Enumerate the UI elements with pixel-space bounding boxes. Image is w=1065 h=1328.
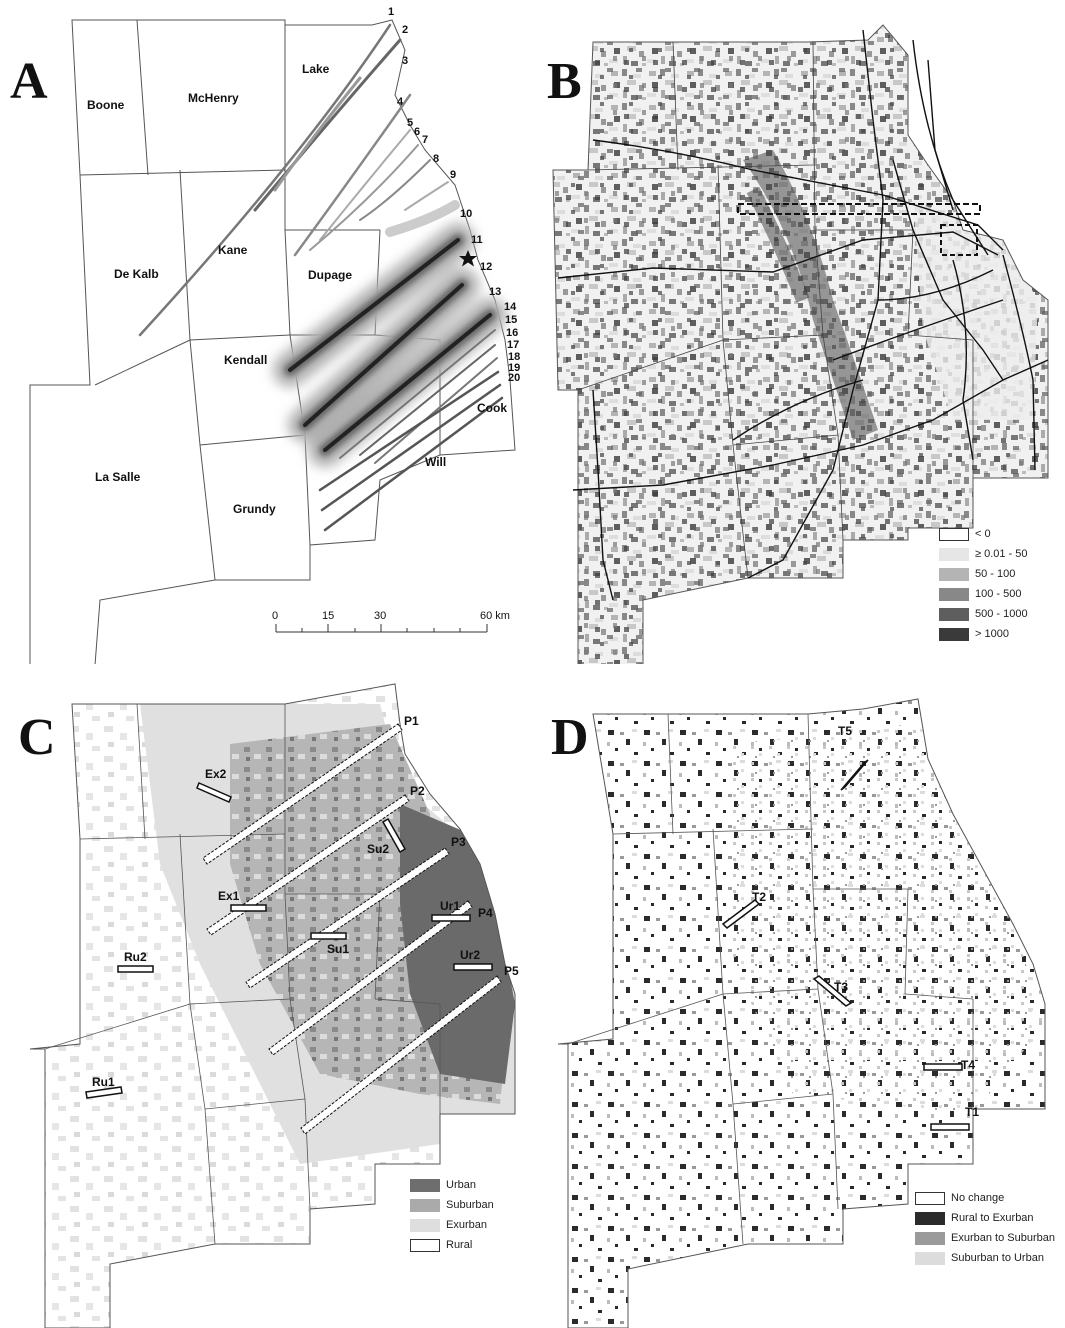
- legend-swatch: [939, 608, 969, 621]
- legend-swatch: [410, 1179, 440, 1192]
- site-label: T1: [965, 1105, 980, 1119]
- transect-number: 17: [507, 339, 520, 351]
- transect-number: 16: [506, 327, 519, 339]
- transect-number: 18: [508, 351, 521, 363]
- transect-number: 6: [414, 126, 421, 138]
- county-label: Will: [425, 455, 447, 469]
- land-change-svg: [557, 698, 1046, 1328]
- site-label: T3: [834, 980, 849, 994]
- site-label: T2: [752, 890, 767, 904]
- transect-number: 14: [504, 301, 517, 313]
- site-label: Su1: [327, 942, 350, 956]
- county-label: Kendall: [224, 353, 268, 367]
- land-change-legend: No change Rural to Exurban Exurban to Su…: [915, 1191, 1065, 1271]
- scale-label: 15: [322, 610, 335, 622]
- county-label: Dupage: [308, 268, 353, 282]
- transect-number: 11: [471, 234, 483, 246]
- population-change-legend: < 0 ≥ 0.01 - 50 50 - 100 100 - 500 500 -…: [939, 527, 1065, 647]
- county-label: Boone: [87, 98, 125, 112]
- dashed-transect-band: [737, 203, 981, 215]
- county-label: Lake: [302, 62, 330, 76]
- county-label: McHenry: [188, 91, 239, 105]
- legend-swatch: [410, 1199, 440, 1212]
- legend-swatch: [939, 628, 969, 641]
- transect-number: 19: [508, 362, 521, 374]
- study-sites: [85, 782, 493, 1099]
- site-label: Ru2: [124, 950, 147, 964]
- transect-number: 12: [480, 261, 493, 273]
- county-label: La Salle: [95, 470, 141, 484]
- county-boundaries: [567, 713, 974, 1245]
- transect-number: 4: [397, 96, 404, 108]
- panel-label: D: [551, 709, 589, 766]
- highway-network: [557, 29, 1049, 601]
- transect-bars: [202, 723, 502, 1135]
- site-label: Ex2: [205, 767, 227, 781]
- county-label: Kane: [218, 243, 248, 257]
- population-change-svg: [552, 24, 1049, 664]
- transect-number: 9: [450, 169, 457, 181]
- transect-label-p3: P3: [451, 835, 466, 849]
- transect-label-p1: P1: [404, 714, 419, 728]
- county-label: De Kalb: [114, 267, 159, 281]
- transect-number: 20: [508, 372, 521, 384]
- site-label: Ur2: [460, 948, 481, 962]
- site-label: Ru1: [92, 1075, 115, 1089]
- legend-swatch: [410, 1239, 440, 1252]
- transect-number: 15: [505, 314, 518, 326]
- panel-d-land-change-map: D T5 T2 T3 T4 T1 No change Rural to Exur…: [533, 664, 1065, 1328]
- legend-swatch: [939, 568, 969, 581]
- legend-swatch: [915, 1232, 945, 1245]
- transect-label-p2: P2: [410, 784, 425, 798]
- legend-swatch: [915, 1192, 945, 1205]
- panel-c-urbanization-map: C P1 P2 P3 P4 P5 Ex2 Su2 Ex1 Ur1 Su1 Ru2…: [0, 664, 532, 1328]
- transect-number: 3: [402, 55, 409, 67]
- scale-label: 30: [374, 610, 387, 622]
- county-map-svg: [29, 19, 516, 664]
- county-label: Cook: [477, 401, 507, 415]
- transect-label-p4: P4: [478, 906, 493, 920]
- panel-label: A: [10, 53, 48, 110]
- legend-swatch: [939, 548, 969, 561]
- site-label: Ur1: [440, 899, 461, 913]
- panel-label: C: [18, 709, 56, 766]
- panel-a-county-map: A Boone McHenry Lake De Kalb Kane Dupage…: [0, 0, 532, 664]
- legend-swatch: [939, 528, 969, 541]
- scale-label: 0: [272, 610, 279, 622]
- star-icon: [459, 250, 477, 267]
- south-transect-lines: [318, 329, 504, 532]
- site-label: Su2: [367, 842, 390, 856]
- transect-number: 1: [388, 6, 395, 18]
- transect-label-p5: P5: [504, 964, 519, 978]
- county-boundaries: [577, 41, 974, 579]
- transect-number: 13: [489, 286, 502, 298]
- site-label: Ex1: [218, 889, 240, 903]
- site-label: T4: [961, 1058, 976, 1072]
- county-label: Grundy: [233, 502, 276, 516]
- transect-number: 2: [402, 24, 409, 36]
- panel-b-population-change-map: B < 0 ≥ 0.01 - 50 50 - 100 100 - 500 500…: [533, 0, 1065, 664]
- urbanization-svg: [29, 683, 516, 1328]
- transect-number: 7: [422, 134, 429, 146]
- site-label: T5: [838, 724, 853, 738]
- scale-label: 60 km: [480, 610, 510, 622]
- scale-bar: [275, 624, 488, 633]
- legend-swatch: [915, 1212, 945, 1225]
- urbanization-legend: Urban Suburban Exurban Rural: [410, 1178, 530, 1258]
- transect-number: 5: [407, 117, 414, 129]
- dashed-study-square: [940, 224, 978, 256]
- transect-sites: [721, 759, 970, 1131]
- legend-swatch: [939, 588, 969, 601]
- legend-swatch: [915, 1252, 945, 1265]
- north-transect-lines: [138, 23, 460, 337]
- legend-swatch: [410, 1219, 440, 1232]
- county-boundaries: [44, 703, 441, 1245]
- transect-number: 10: [460, 208, 473, 220]
- transect-number: 8: [433, 153, 440, 165]
- urbanization-raster: [30, 684, 515, 1328]
- panel-label: B: [547, 53, 582, 110]
- gradient-transects: [273, 223, 507, 467]
